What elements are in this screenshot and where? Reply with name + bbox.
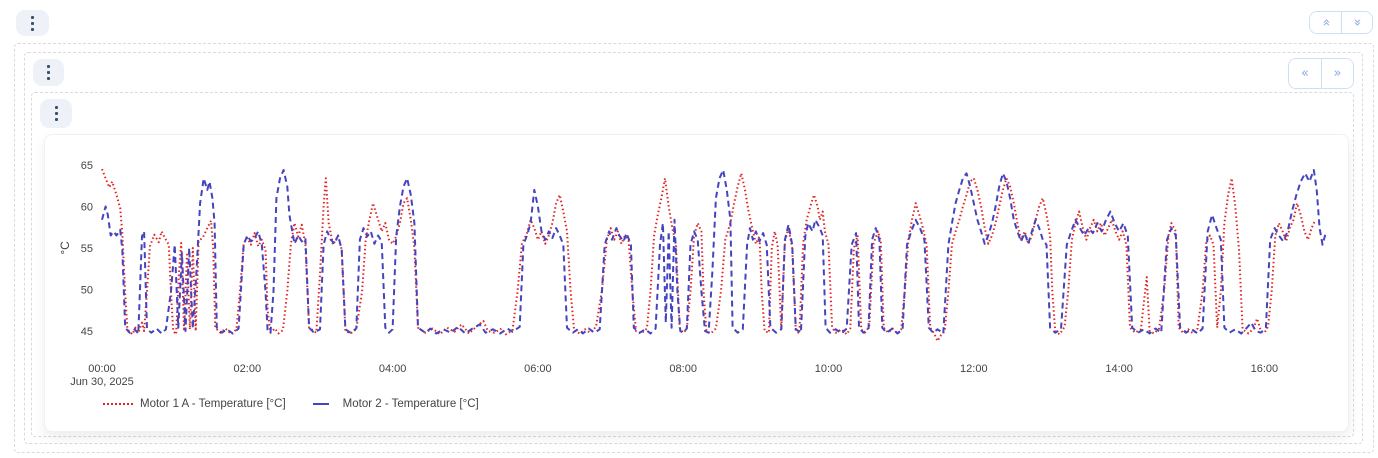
page-kebab-menu-button[interactable] bbox=[16, 10, 49, 36]
chart-card: 45 50 55 60 65 °C 00:00 Jun 30, 2025 02:00 04:00 0… bbox=[44, 134, 1349, 432]
x-tick-label: 12:00 bbox=[960, 363, 988, 375]
kebab-icon bbox=[47, 65, 50, 68]
legend-label: Motor 2 - Temperature [°C] bbox=[342, 398, 479, 410]
panel-prev-button[interactable]: « bbox=[1289, 59, 1321, 88]
panel-kebab-menu-button[interactable] bbox=[33, 59, 64, 86]
x-tick-label: 02:00 bbox=[234, 363, 262, 375]
y-tick-label: 60 bbox=[81, 202, 93, 214]
panel-nav-controls: « » bbox=[1288, 58, 1354, 89]
collapse-down-button[interactable]: » bbox=[1341, 12, 1372, 33]
legend-item[interactable]: Motor 2 - Temperature [°C] bbox=[306, 398, 479, 410]
x-tick-label: 00:00 bbox=[88, 363, 116, 375]
y-tick-label: 55 bbox=[81, 243, 93, 255]
y-tick-label: 50 bbox=[81, 285, 93, 297]
panel-next-button[interactable]: » bbox=[1321, 59, 1353, 88]
legend-item[interactable]: Motor 1 A - Temperature [°C] bbox=[103, 398, 286, 410]
chevrons-up-icon: « bbox=[1318, 18, 1333, 27]
chevrons-left-icon: « bbox=[1301, 66, 1309, 81]
dashboard-panel: « » 45 50 55 60 65 °C 00:00 Jun 30, 2025 02:00 04… bbox=[24, 52, 1363, 444]
chart-widget-panel: 45 50 55 60 65 °C 00:00 Jun 30, 2025 02:00 04:00 0… bbox=[31, 92, 1354, 437]
outer-panel: « » 45 50 55 60 65 °C 00:00 Jun 30, 2025 02:00 04… bbox=[14, 43, 1374, 453]
x-tick-label: 16:00 bbox=[1251, 363, 1279, 375]
chevrons-right-icon: » bbox=[1333, 66, 1342, 81]
x-tick-label: 10:00 bbox=[815, 363, 843, 375]
chart-kebab-menu-button[interactable] bbox=[40, 99, 72, 128]
legend-line-sample bbox=[312, 403, 329, 405]
x-axis-date-label: Jun 30, 2025 bbox=[70, 376, 134, 388]
kebab-icon bbox=[31, 15, 34, 19]
x-tick-label: 04:00 bbox=[379, 363, 407, 375]
chevrons-down-icon: » bbox=[1349, 18, 1365, 27]
series-line[interactable] bbox=[101, 169, 1328, 335]
temperature-chart[interactable]: 45 50 55 60 65 °C 00:00 Jun 30, 2025 02:00 04:00 0… bbox=[45, 135, 1348, 431]
legend-label: Motor 1 A - Temperature [°C] bbox=[140, 398, 286, 410]
chart-legend: Motor 1 A - Temperature [°C] Motor 2 - Te… bbox=[103, 398, 479, 410]
collapse-up-button[interactable]: « bbox=[1310, 12, 1341, 33]
x-tick-label: 06:00 bbox=[524, 363, 552, 375]
y-tick-label: 45 bbox=[81, 326, 93, 338]
y-axis-title: °C bbox=[58, 241, 72, 255]
legend-line-sample bbox=[103, 403, 133, 405]
y-tick-label: 65 bbox=[81, 160, 93, 172]
series-line[interactable] bbox=[101, 168, 1317, 342]
x-tick-label: 14:00 bbox=[1105, 363, 1133, 375]
window-collapse-controls: « » bbox=[1309, 11, 1373, 34]
kebab-icon bbox=[54, 106, 58, 109]
x-tick-label: 08:00 bbox=[669, 363, 697, 375]
